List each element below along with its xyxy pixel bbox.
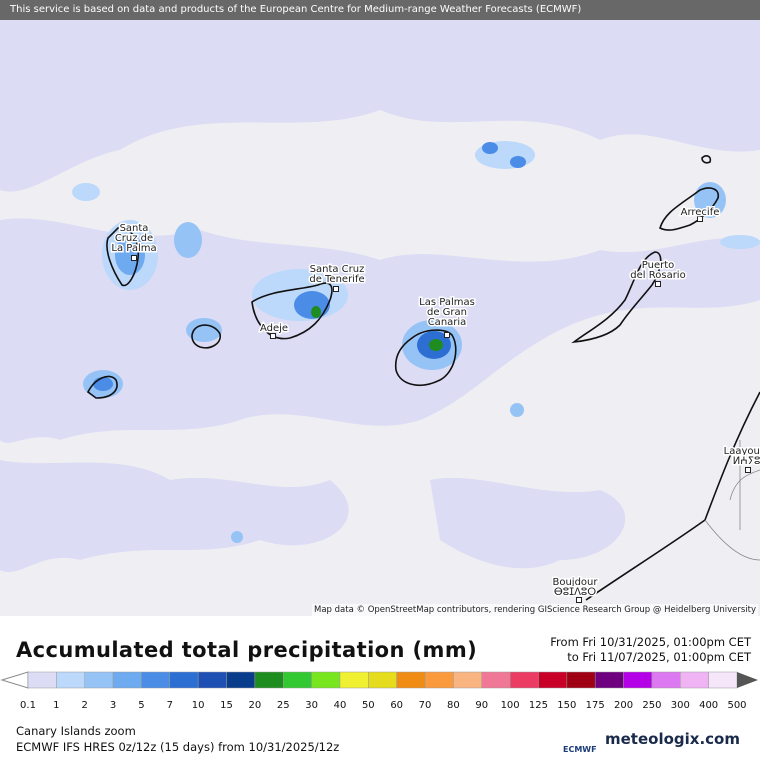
scale-swatch bbox=[368, 671, 397, 689]
scale-label: 3 bbox=[110, 700, 116, 711]
scale-arrow-right bbox=[737, 672, 758, 688]
scale-label: 90 bbox=[475, 700, 488, 711]
scale-label: 100 bbox=[501, 700, 520, 711]
scale-swatch bbox=[680, 671, 709, 689]
scale-swatch bbox=[112, 671, 142, 689]
scale-swatch bbox=[651, 671, 681, 689]
scale-label: 70 bbox=[419, 700, 432, 711]
scale-arrow-left bbox=[0, 671, 29, 689]
scale-swatch bbox=[538, 671, 568, 689]
region-label: Canary Islands zoom bbox=[16, 724, 136, 738]
scale-label: 25 bbox=[277, 700, 290, 711]
place-label: de Tenerife bbox=[309, 274, 364, 285]
place-label: Cruz de bbox=[115, 233, 153, 244]
scale-label: 1 bbox=[53, 700, 59, 711]
scale-label: 2 bbox=[82, 700, 88, 711]
scale-label: 5 bbox=[138, 700, 144, 711]
scale-swatch bbox=[169, 671, 199, 689]
scale-swatch bbox=[56, 671, 85, 689]
scale-swatch bbox=[254, 671, 284, 689]
scale-swatch bbox=[84, 671, 114, 689]
place-label: Adeje bbox=[260, 323, 288, 334]
scale-swatch bbox=[623, 671, 653, 689]
scale-swatch bbox=[197, 671, 227, 689]
scale-label: 40 bbox=[334, 700, 347, 711]
scale-swatch bbox=[481, 671, 511, 689]
scale-label: 50 bbox=[362, 700, 375, 711]
scale-label: 300 bbox=[671, 700, 690, 711]
model-label: ECMWF IFS HRES 0z/12z (15 days) from 10/… bbox=[16, 740, 340, 754]
place-label: Santa Cruz bbox=[310, 264, 365, 275]
scale-swatch bbox=[141, 671, 171, 689]
scale-swatch bbox=[27, 671, 57, 689]
place-label: Laayoune bbox=[724, 446, 760, 457]
place-marker bbox=[444, 332, 450, 338]
ecmwf-banner: This service is based on data and produc… bbox=[0, 0, 760, 20]
scale-swatch bbox=[311, 671, 341, 689]
scale-swatch bbox=[339, 671, 369, 689]
scale-label: 15 bbox=[220, 700, 233, 711]
borders bbox=[704, 440, 760, 561]
map-attribution: Map data © OpenStreetMap contributors, r… bbox=[312, 604, 758, 616]
scale-label: 7 bbox=[167, 700, 173, 711]
scale-swatch bbox=[453, 671, 483, 689]
color-scale: 0.1 1 2 3 5 7 10 15 20 25 30 40 50 60 70 80 90 100 125 150 1… bbox=[0, 671, 758, 711]
brand[interactable]: meteologix.com bbox=[605, 730, 740, 748]
scale-swatch bbox=[226, 671, 256, 689]
scale-label: 175 bbox=[586, 700, 605, 711]
place-label: del Rosario bbox=[630, 270, 685, 281]
place-label: Santa bbox=[120, 223, 149, 234]
scale-label: 250 bbox=[642, 700, 661, 711]
place-label: Puerto bbox=[642, 260, 675, 271]
place-label: ⴱⵓⵊⴷⵓⵔ bbox=[554, 587, 596, 598]
scale-swatch bbox=[509, 671, 539, 689]
scale-label: 150 bbox=[557, 700, 576, 711]
place-label: de Gran bbox=[427, 307, 467, 318]
ecmwf-logo: ECMWF bbox=[563, 745, 597, 754]
scale-label: 200 bbox=[614, 700, 633, 711]
scale-swatch bbox=[566, 671, 596, 689]
scale-label: 30 bbox=[305, 700, 318, 711]
scale-swatch bbox=[424, 671, 454, 689]
scale-swatch bbox=[396, 671, 426, 689]
scale-label: 20 bbox=[249, 700, 262, 711]
scale-swatch bbox=[282, 671, 312, 689]
place-marker bbox=[576, 597, 582, 603]
scale-label: 0.1 bbox=[20, 700, 36, 711]
place-label: Las Palmas bbox=[419, 297, 475, 308]
place-label: ⵍⵄⵢⵓⵏ bbox=[733, 456, 760, 467]
place-label: Arrecife bbox=[681, 207, 720, 218]
precip-light bbox=[0, 20, 760, 573]
place-label: Boujdour bbox=[552, 577, 598, 588]
scale-label: 400 bbox=[699, 700, 718, 711]
scale-swatch bbox=[594, 671, 624, 689]
place-marker bbox=[131, 255, 137, 261]
scale-label: 80 bbox=[447, 700, 460, 711]
place-marker bbox=[697, 216, 703, 222]
place-marker bbox=[333, 286, 339, 292]
period-from: From Fri 10/31/2025, 01:00pm CET bbox=[550, 635, 751, 649]
period-to: to Fri 11/07/2025, 01:00pm CET bbox=[567, 650, 751, 664]
place-marker bbox=[655, 281, 661, 287]
scale-label: 10 bbox=[192, 700, 205, 711]
scale-label: 125 bbox=[529, 700, 548, 711]
place-marker bbox=[270, 333, 276, 339]
place-label: Canaria bbox=[428, 317, 467, 328]
scale-label: 60 bbox=[390, 700, 403, 711]
place-marker bbox=[745, 467, 751, 473]
legend-title: Accumulated total precipitation (mm) bbox=[16, 638, 478, 662]
scale-label: 500 bbox=[727, 700, 746, 711]
scale-swatch bbox=[708, 671, 738, 689]
place-label: La Palma bbox=[111, 243, 156, 254]
